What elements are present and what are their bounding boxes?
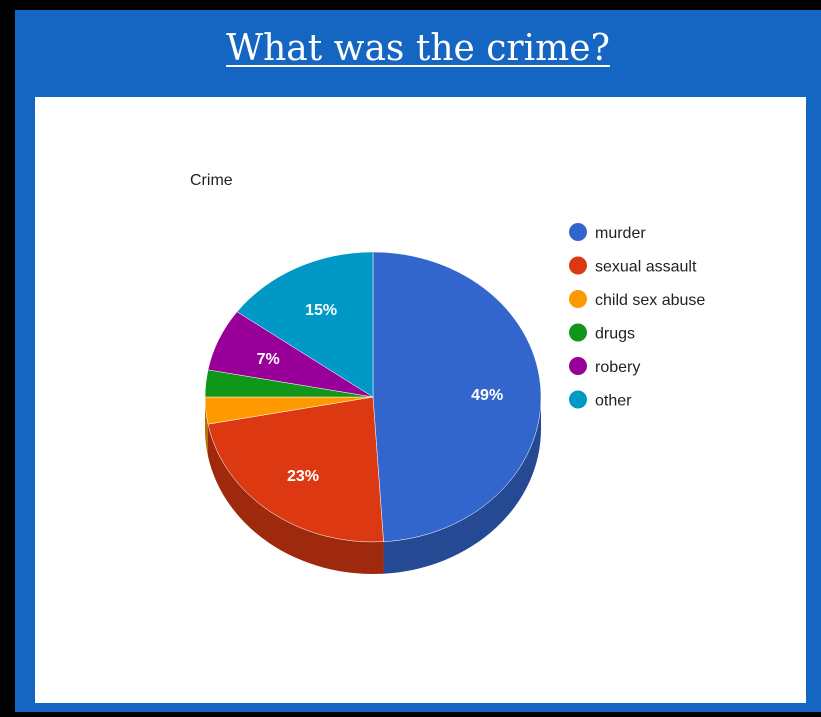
legend-swatch-sexual-assault <box>569 256 587 275</box>
legend-swatch-drugs <box>569 323 587 342</box>
page-title: What was the crime? <box>226 28 610 69</box>
pie-top-layer <box>204 251 542 543</box>
legend-swatch-robery <box>569 357 587 375</box>
legend-swatch-murder <box>569 223 587 241</box>
pie-slice-murder[interactable] <box>372 251 542 542</box>
legend-label-sexual-assault: sexual assault <box>595 259 697 276</box>
legend-label-murder: murder <box>595 225 646 242</box>
slice-label-robery: 7% <box>257 351 280 368</box>
slide-panel: What was the crime? Crime 49% 23% 7% 15% mu… <box>15 10 821 712</box>
slice-label-other: 15% <box>305 302 337 319</box>
pie-side-sexual-assault <box>207 424 384 574</box>
chart-legend: murder sexual assault child sex abuse drugs… <box>569 223 705 410</box>
pie-labels: 49% 23% 7% 15% <box>257 302 504 485</box>
pie-slice-other[interactable] <box>236 251 374 398</box>
pie-side-murder <box>383 397 541 574</box>
chart-card: Crime 49% 23% 7% 15% murder sexual assault ch… <box>35 97 806 703</box>
slice-label-murder: 49% <box>471 387 503 404</box>
legend-label-child-sex-abuse: child sex abuse <box>595 292 705 309</box>
legend-swatch-child-sex-abuse <box>569 290 587 308</box>
chart-title: Crime <box>190 172 233 189</box>
legend-label-drugs: drugs <box>595 326 635 343</box>
legend-label-other: other <box>595 393 632 410</box>
pie-slice-sexual-assault[interactable] <box>207 396 384 543</box>
pie-chart: Crime 49% 23% 7% 15% murder sexual assault ch… <box>190 172 705 574</box>
slice-label-sexual-assault: 23% <box>287 468 319 485</box>
legend-label-robery: robery <box>595 359 640 376</box>
legend-swatch-other <box>569 390 587 409</box>
